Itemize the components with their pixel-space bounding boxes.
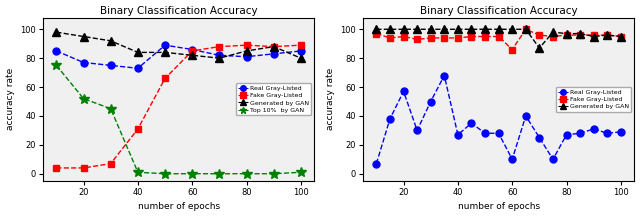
- Title: Binary Classification Accuracy: Binary Classification Accuracy: [420, 6, 577, 16]
- Title: Binary Classification Accuracy: Binary Classification Accuracy: [100, 6, 257, 16]
- Y-axis label: accuracy rate: accuracy rate: [326, 68, 335, 130]
- X-axis label: number of epochs: number of epochs: [138, 202, 220, 211]
- Legend: Real Gray-Listed, Fake Gray-Listed, Generated by GAN: Real Gray-Listed, Fake Gray-Listed, Gene…: [556, 87, 631, 112]
- Legend: Real Gray-Listed, Fake Gray-Listed, Generated by GAN, Top 10%  by GAN: Real Gray-Listed, Fake Gray-Listed, Gene…: [236, 83, 311, 115]
- X-axis label: number of epochs: number of epochs: [458, 202, 540, 211]
- Y-axis label: accuracy rate: accuracy rate: [6, 68, 15, 130]
